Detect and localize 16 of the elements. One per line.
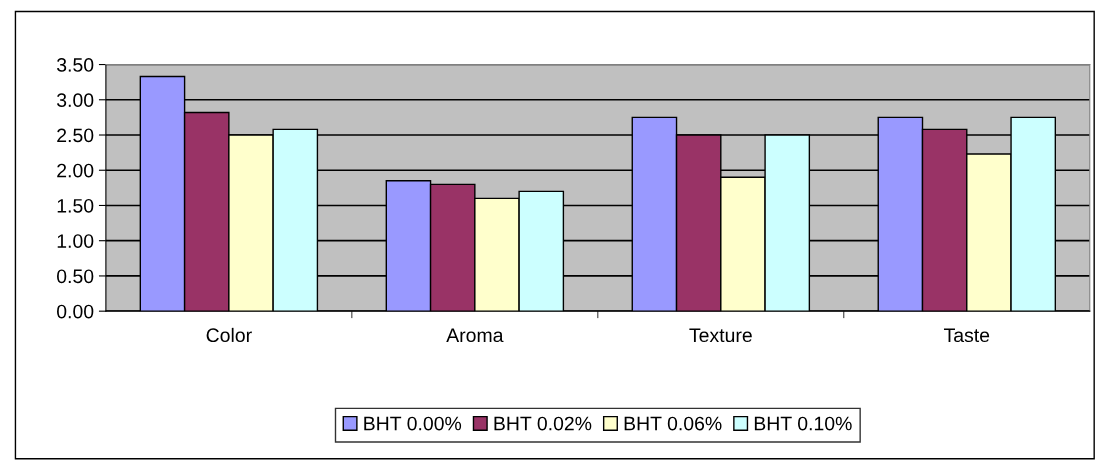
y-tick-label: 1.00 <box>57 234 94 248</box>
legend-label: BHT 0.10% <box>754 416 852 431</box>
y-tick-label: 2.50 <box>57 128 94 143</box>
x-tick-label: Aroma <box>446 328 504 343</box>
legend-label: BHT 0.06% <box>624 416 722 431</box>
y-tick-label: 3.50 <box>56 58 94 72</box>
y-tick-label: 2.00 <box>57 163 94 178</box>
x-tick-label: Taste <box>943 328 990 343</box>
x-tick-label: Texture <box>689 328 752 343</box>
legend-label: BHT 0.02% <box>494 416 592 431</box>
legend-label: BHT 0.00% <box>364 416 462 431</box>
y-tick-label: 0.00 <box>57 304 94 319</box>
y-tick-label: 3.00 <box>56 93 94 108</box>
x-tick-label: Color <box>206 327 252 343</box>
y-tick-label: 1.50 <box>57 198 94 213</box>
y-tick-label: 0.50 <box>57 269 94 284</box>
